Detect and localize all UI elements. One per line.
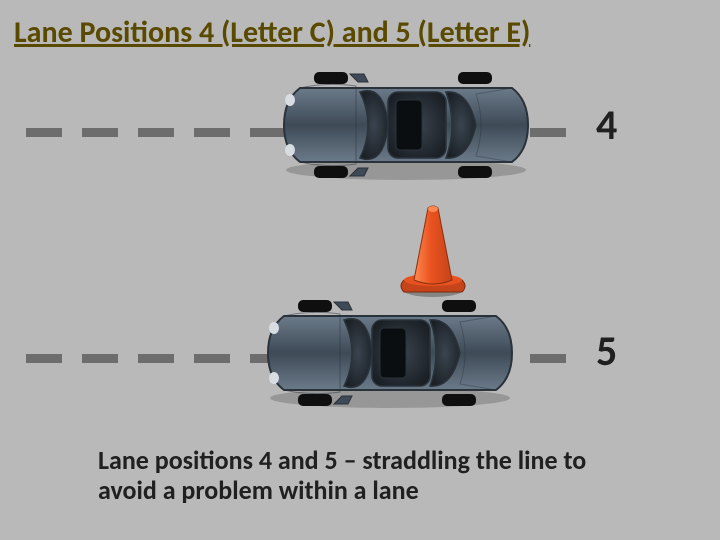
car-icon	[276, 70, 536, 180]
lane-label-4: 4	[596, 100, 617, 151]
car-position-5	[260, 298, 520, 408]
car-position-4	[276, 70, 536, 180]
lane-label-5: 5	[596, 326, 617, 377]
cone-icon	[398, 202, 468, 298]
caption-text: Lane positions 4 and 5 – straddling the …	[98, 445, 640, 506]
traffic-cone	[398, 202, 468, 298]
page-title: Lane Positions 4 (Letter C) and 5 (Lette…	[14, 14, 706, 51]
car-icon	[260, 298, 520, 408]
